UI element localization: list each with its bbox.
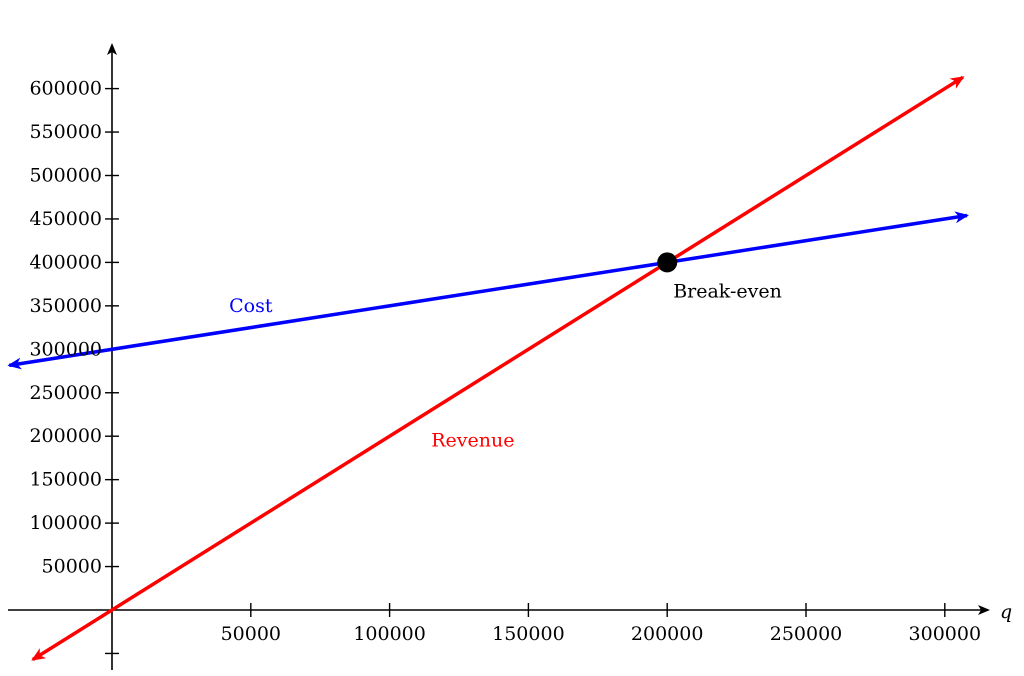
x-tick-label: 250000 [770, 623, 843, 645]
series-layer [7, 75, 969, 662]
x-axis-label: q [1000, 601, 1012, 623]
y-tick-label: 300000 [29, 338, 102, 360]
break-even-point [657, 252, 678, 273]
y-tick-label: 50000 [42, 556, 102, 578]
x-tick-label: 150000 [492, 623, 565, 645]
y-tick-label: 150000 [29, 469, 102, 491]
x-tick-label: 50000 [221, 623, 281, 645]
y-tick-label: 500000 [29, 165, 102, 187]
series-label-revenue: Revenue [431, 430, 514, 452]
labels-layer: q 50000 100000 150000 200000 250000 300000 5000… [29, 78, 1012, 645]
x-tick-label: 200000 [631, 623, 704, 645]
y-tick-label: 450000 [29, 208, 102, 230]
axes [8, 43, 990, 670]
y-tick-label: 100000 [29, 512, 102, 534]
y-tick-label: 600000 [29, 78, 102, 100]
series-label-cost: Cost [229, 295, 273, 317]
y-tick-label: 200000 [29, 425, 102, 447]
x-tick-label: 300000 [909, 623, 982, 645]
series-line-cost [7, 211, 969, 370]
series-line-revenue [31, 75, 965, 662]
y-tick-label: 400000 [29, 251, 102, 273]
x-tick-label: 100000 [353, 623, 426, 645]
y-tick-label: 250000 [29, 382, 102, 404]
break-even-label: Break-even [673, 280, 782, 302]
y-tick-label: 350000 [29, 295, 102, 317]
y-tick-label: 550000 [29, 121, 102, 143]
